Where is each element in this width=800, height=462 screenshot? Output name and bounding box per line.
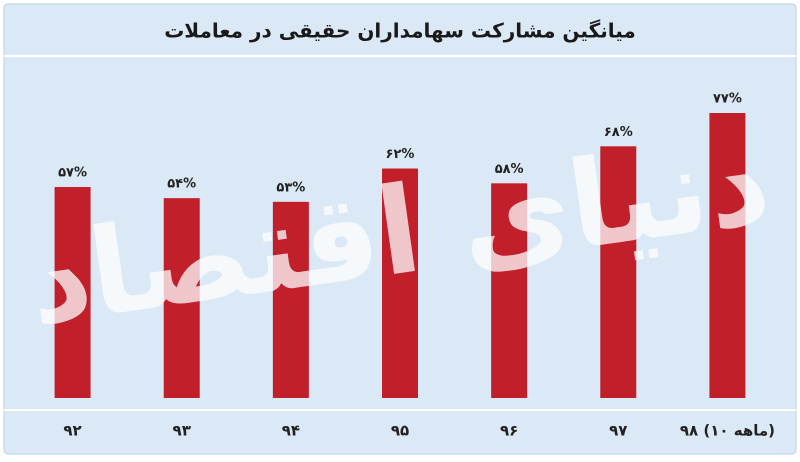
bar — [600, 146, 637, 398]
bar — [163, 198, 200, 398]
bar — [272, 201, 309, 398]
value-label: ۶۲% — [386, 147, 415, 162]
x-tick-label: ۹۳ — [173, 422, 191, 440]
x-tick-label: ۹۷ — [609, 422, 627, 440]
value-label: ۵۷% — [58, 166, 87, 181]
x-tick-label: ۹۵ — [391, 422, 409, 440]
x-tick-label: ۹۶ — [500, 422, 518, 440]
bars: ۵۷% ۹۲ ۵۴% ۹۳ ۵۳% ۹۴ ۶۲% ۹۵ ۵۸% ۹۶ ۶۸% ۹۷ ۷۷% ۹۸ (۱۰ … — [54, 92, 775, 440]
x-tick-label: ۹۴ — [282, 422, 300, 440]
value-label: ۵۳% — [276, 180, 305, 195]
bar — [382, 168, 418, 398]
x-tick-label: ۹۲ — [63, 422, 81, 440]
value-label: ۵۴% — [167, 177, 196, 192]
bar — [709, 113, 746, 398]
x-tick-label: ۹۸ (۱۰ ماهه) — [680, 422, 775, 440]
chart-title: میانگین مشارکت سهامداران حقیقی در معاملا… — [164, 19, 636, 43]
bar — [54, 187, 91, 398]
value-label: ۵۸% — [495, 162, 524, 177]
value-label: ۷۷% — [713, 92, 742, 107]
value-label: ۶۸% — [604, 125, 633, 140]
bar — [491, 183, 528, 398]
